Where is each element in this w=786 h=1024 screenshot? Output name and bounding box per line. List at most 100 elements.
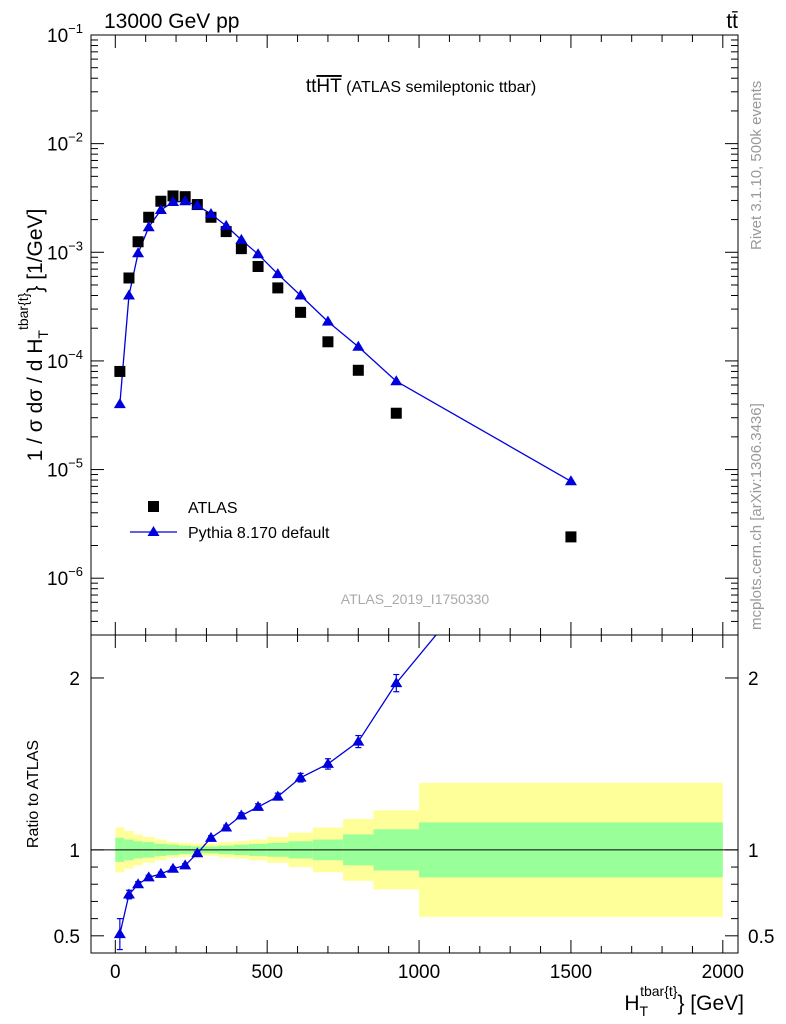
x-axis-label-lhs: H (624, 992, 639, 1015)
pythia-data-point (122, 289, 135, 300)
legend-marker-atlas (148, 501, 159, 512)
pythia-data-point (235, 233, 248, 244)
ratio-plot-frame (90, 634, 739, 954)
main-y-tick-label-base: 10 (47, 352, 68, 373)
ratio-data-point (204, 831, 217, 842)
ratio-data-point (154, 867, 167, 878)
ratio-data-point (390, 677, 403, 688)
pythia-data-point (321, 315, 334, 326)
main-y-tick-label: 10−1 (47, 21, 83, 47)
ratio-y-axis-label: Ratio to ATLAS (25, 740, 42, 848)
pythia-data-point (154, 203, 167, 214)
ratio-data-point (132, 878, 145, 889)
plot-title-suffix: (ATLAS semileptonic ttbar) (342, 79, 536, 96)
pythia-data-point (167, 196, 180, 207)
atlas-data-point (235, 243, 247, 255)
main-y-tick-label-exponent: −6 (68, 564, 83, 579)
atlas-data-point (565, 531, 577, 543)
ratio-data-point (179, 859, 192, 870)
main-y-axis-label-lhs: 1 / σ dσ / d H (24, 339, 47, 462)
ratio-y-tick-label-right: 1 (748, 841, 759, 862)
ratio-data-point (294, 771, 307, 782)
ratio-axis-ticks (91, 635, 738, 953)
ratio-data-point (352, 735, 365, 746)
atlas-data-point (252, 260, 264, 272)
main-y-tick-label: 10−3 (47, 238, 83, 264)
main-panel: ttHT (ATLAS semileptonic ttbar) 1 / σ dσ… (15, 21, 739, 636)
ratio-data-point (235, 809, 248, 820)
ratio-data-point (220, 821, 233, 832)
x-tick-label: 2000 (702, 962, 744, 983)
header-process-label: tt̄ (726, 10, 738, 33)
main-y-tick-label-base: 10 (47, 569, 68, 590)
x-tick-label: 500 (251, 962, 283, 983)
ratio-series-markers (113, 466, 577, 951)
legend-label-pythia: Pythia 8.170 default (188, 525, 330, 542)
main-y-tick-label-base: 10 (47, 461, 68, 482)
plot-title: ttHT (ATLAS semileptonic ttbar) (306, 76, 536, 97)
legend: ATLAS Pythia 8.170 default (130, 500, 330, 542)
ratio-data-point (321, 757, 334, 768)
ratio-data-point (167, 862, 180, 873)
pythia-data-point (271, 268, 284, 279)
pythia-data-point (132, 247, 145, 258)
main-y-tick-label-exponent: −5 (68, 456, 83, 471)
ratio-y-tick-label-right: 2 (748, 669, 759, 690)
header-beam-label: 13000 GeV pp (104, 10, 239, 33)
atlas-data-point (167, 190, 179, 202)
main-axis-ticks (91, 34, 738, 636)
ratio-y-tick-labels: 0.5 0.5 1 1 2 2 (54, 669, 775, 948)
atlas-data-point (132, 236, 144, 248)
pythia-data-point (191, 199, 204, 210)
main-y-tick-label-base: 10 (47, 135, 68, 156)
main-y-axis-label: 1 / σ dσ / d HTtbar{t}} [1/GeV] (15, 209, 51, 462)
pythia-data-point (142, 221, 155, 232)
x-axis-label-sup: tbar{t} (640, 983, 678, 999)
atlas-data-point (143, 211, 155, 223)
main-y-tick-label-exponent: −4 (68, 347, 83, 362)
atlas-data-point (272, 282, 284, 294)
main-y-tick-label: 10−5 (47, 456, 83, 482)
pythia-data-point (294, 289, 307, 300)
rivet-version-label: Rivet 3.1.10, 500k events (748, 81, 765, 250)
main-y-tick-label: 10−4 (47, 347, 83, 373)
x-tick-labels: 0 500 1000 1500 2000 (110, 962, 744, 983)
main-y-tick-labels: 10−610−510−410−310−210−1 (47, 21, 83, 590)
pythia-data-point (252, 248, 265, 259)
main-y-tick-label: 10−2 (47, 130, 83, 156)
x-axis-label-rhs: } [GeV] (677, 992, 744, 1015)
ratio-y-tick-label-left: 2 (69, 669, 80, 690)
ratio-data-point (122, 888, 135, 899)
atlas-data-point (295, 306, 307, 318)
main-y-axis-label-rhs: } [1/GeV] (24, 209, 47, 293)
pythia-line (119, 200, 572, 482)
ratio-y-tick-label-right: 0.5 (748, 927, 774, 948)
ratio-data-point (252, 800, 265, 811)
pythia-data-point (352, 340, 365, 351)
analysis-watermark: ATLAS_2019_I1750330 (341, 591, 490, 607)
atlas-data-point (352, 364, 364, 376)
legend-label-atlas: ATLAS (188, 500, 238, 517)
ratio-data-point (142, 871, 155, 882)
atlas-data-point (220, 226, 232, 238)
main-y-axis-label-sup: tbar{t} (15, 292, 31, 330)
ratio-data-point (565, 466, 577, 476)
ratio-data-point (271, 790, 284, 801)
main-y-tick-label: 10−6 (47, 564, 83, 590)
pythia-data-point (179, 195, 192, 206)
ratio-data-point (191, 847, 204, 858)
x-tick-label: 0 (110, 962, 121, 983)
pythia-data-point (564, 475, 577, 486)
atlas-data-point (322, 336, 334, 348)
main-y-tick-label-exponent: −2 (68, 130, 83, 145)
pythia-data-point (204, 208, 217, 219)
mcplots-reference-label: mcplots.cern.ch [arXiv:1306.3436] (748, 403, 765, 630)
main-series-markers (113, 190, 577, 543)
pythia-data-point (220, 219, 233, 230)
main-plot-frame (90, 34, 739, 636)
main-y-tick-label-base: 10 (47, 26, 68, 47)
plot-title-overline: HT (316, 76, 342, 97)
legend-marker-pythia (147, 526, 160, 536)
pythia-data-point (390, 375, 403, 386)
